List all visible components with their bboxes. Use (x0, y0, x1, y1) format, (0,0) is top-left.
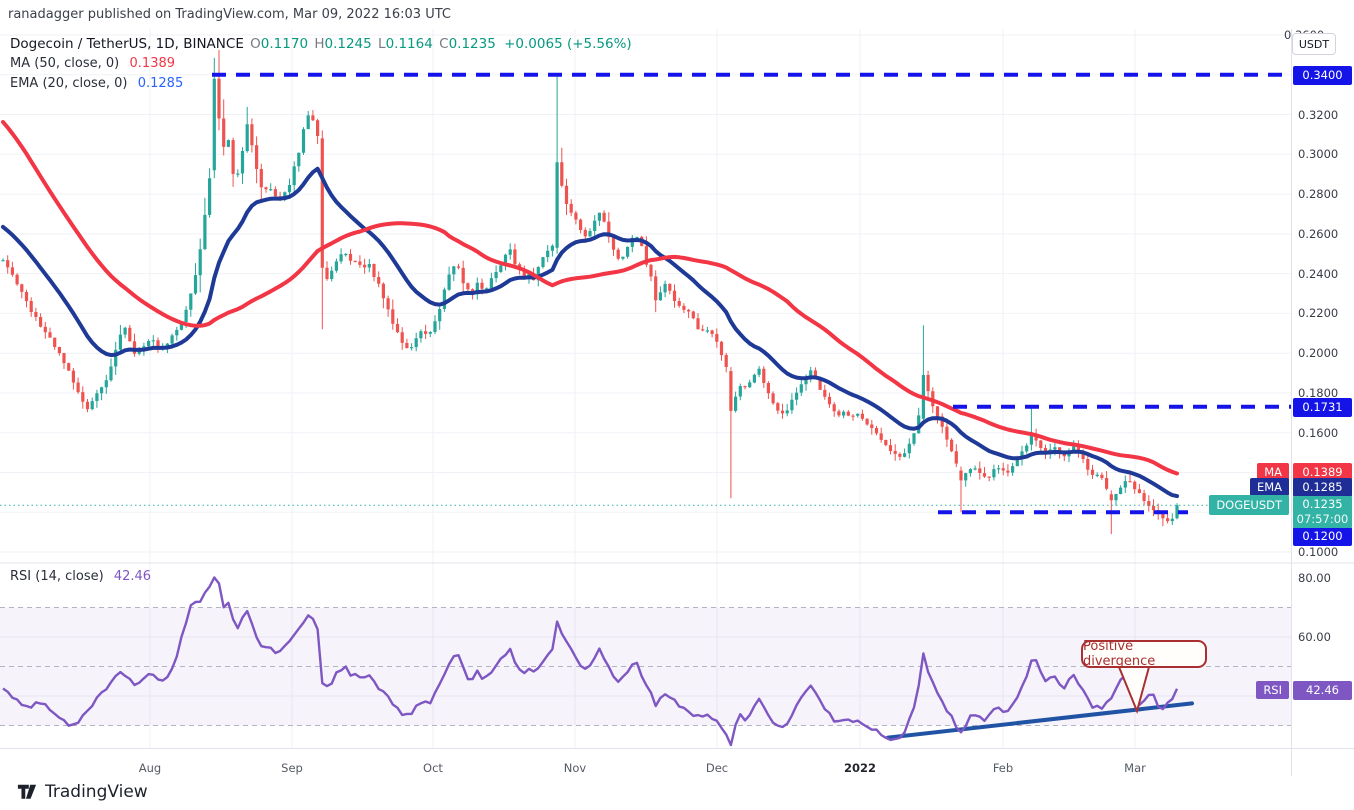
tradingview-logo[interactable]: TradingView (16, 782, 148, 802)
chart-legend: Dogecoin / TetherUS, 1D, BINANCE O0.1170… (10, 35, 632, 94)
positive-divergence-callout[interactable]: Positive divergence (1081, 639, 1207, 669)
open-label: O (250, 36, 261, 52)
symbol-legend-row[interactable]: Dogecoin / TetherUS, 1D, BINANCE O0.1170… (10, 35, 632, 53)
ma-label: MA (50, close, 0) (10, 56, 120, 71)
rsi-legend-row[interactable]: RSI (14, close) 42.46 (10, 569, 151, 584)
ma-value: 0.1389 (129, 56, 176, 71)
currency-toggle-button[interactable]: USDT (1292, 33, 1336, 55)
high-label: H (314, 36, 325, 52)
low-label: L (378, 36, 386, 52)
candlestick-series (1, 49, 1179, 535)
publish-header-text: ranadagger published on TradingView.com,… (8, 7, 451, 22)
chart-canvas[interactable] (0, 28, 1354, 776)
ema-label: EMA (20, close, 0) (10, 76, 128, 91)
ema-value: 0.1285 (137, 76, 184, 91)
divergence-trendline[interactable] (886, 701, 1194, 740)
ema-legend-row[interactable]: EMA (20, close, 0) 0.1285 (10, 74, 632, 93)
symbol-title: Dogecoin / TetherUS, 1D, BINANCE (10, 36, 244, 52)
rsi-label: RSI (14, close) (10, 569, 104, 584)
publish-header: ranadagger published on TradingView.com,… (8, 7, 451, 22)
ma-legend-row[interactable]: MA (50, close, 0) 0.1389 (10, 54, 632, 73)
chart-area: Dogecoin / TetherUS, 1D, BINANCE O0.1170… (0, 28, 1354, 776)
high-value: 0.1245 (324, 36, 372, 52)
footer: TradingView (0, 776, 1354, 810)
open-value: 0.1170 (260, 36, 309, 52)
ma50-line[interactable] (1, 120, 1179, 476)
low-value: 0.1164 (385, 36, 433, 52)
tradingview-logo-text: TradingView (45, 782, 148, 802)
callout-text: Positive divergence (1083, 639, 1156, 669)
close-label: C (439, 36, 449, 52)
rsi-value: 42.46 (113, 569, 152, 584)
tradingview-logo-icon (17, 784, 37, 799)
ema20-line[interactable] (1, 166, 1179, 499)
currency-toggle-label: USDT (1298, 37, 1330, 51)
change-value: +0.0065 (+5.56%) (504, 36, 632, 52)
rsi-line[interactable] (2, 576, 1179, 747)
close-value: 0.1235 (448, 36, 496, 52)
